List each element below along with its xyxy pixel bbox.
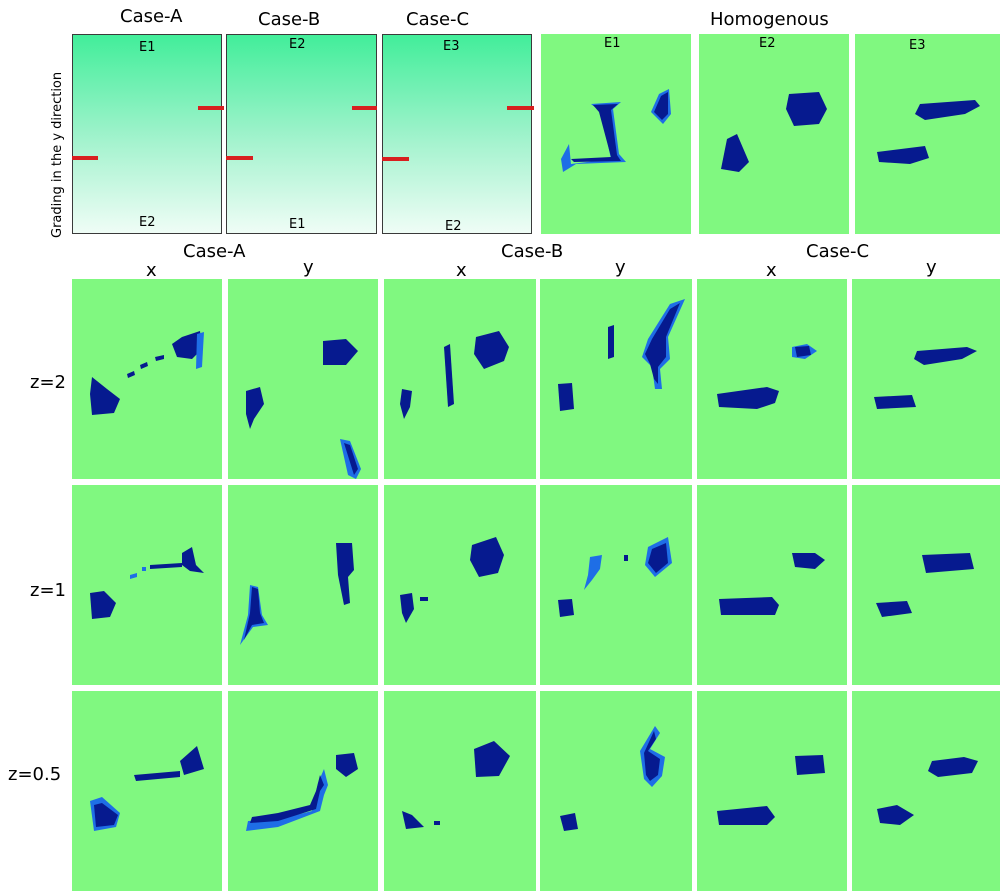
interface-line <box>198 106 224 110</box>
inclusion-shapes <box>90 331 204 415</box>
inclusion-shapes <box>877 757 978 825</box>
row-label-z2: z=2 <box>30 372 66 393</box>
case-b-header-top: Case-B <box>258 9 321 30</box>
column-label-x: x <box>456 260 467 281</box>
homogenous-panel-e2: E2 <box>699 34 849 234</box>
column-label-x: x <box>146 260 157 281</box>
interface-line <box>352 106 377 110</box>
inclusion-shapes <box>719 553 825 615</box>
y-axis-label: Grading in the y direction <box>50 71 65 238</box>
panel-case-c-x-z05 <box>697 691 847 891</box>
row-label-z05: z=0.5 <box>8 764 62 785</box>
panel-case-c-x-z2 <box>697 279 847 479</box>
panel-case-c-y-z2 <box>852 279 1000 479</box>
grading-bottom-label: E2 <box>139 215 156 230</box>
inclusion-shapes <box>402 741 510 829</box>
inclusion-shapes <box>561 89 671 172</box>
panel-case-a-x-z05 <box>72 691 222 891</box>
grading-top-label: E1 <box>139 40 156 55</box>
column-label-y: y <box>303 257 314 278</box>
inclusion-shapes <box>246 339 361 479</box>
column-label-y: y <box>615 257 626 278</box>
inclusion-shapes <box>877 100 980 164</box>
inclusion-shapes <box>246 753 358 831</box>
panel-case-c-x-z1 <box>697 485 847 685</box>
panel-case-b-x-z05 <box>384 691 536 891</box>
panel-case-c-y-z05 <box>852 691 1000 891</box>
interface-line <box>72 156 98 160</box>
homogenous-panel-e1: E1 <box>541 34 691 234</box>
inclusion-shapes <box>90 746 204 831</box>
interface-line <box>507 106 534 110</box>
inclusion-shapes <box>721 92 827 172</box>
grading-panel-case-b: E2 E1 <box>226 34 377 234</box>
case-a-header-top: Case-A <box>120 6 183 27</box>
grading-top-label: E2 <box>289 37 306 52</box>
inclusion-shapes <box>560 726 665 831</box>
inclusion-shapes <box>717 755 825 825</box>
grading-bottom-label: E2 <box>445 219 462 234</box>
interface-line <box>382 157 409 161</box>
row-label-z1: z=1 <box>30 580 66 601</box>
panel-case-a-y-z05 <box>228 691 378 891</box>
panel-case-a-x-z2 <box>72 279 222 479</box>
grading-panel-case-a: E1 E2 <box>72 34 222 234</box>
case-c-header-grid: Case-C <box>806 241 870 262</box>
inclusion-shapes <box>717 344 817 409</box>
homogenous-label: E1 <box>604 36 621 51</box>
grading-bottom-label: E1 <box>289 217 306 232</box>
homogenous-header: Homogenous <box>710 9 829 30</box>
homogenous-label: E3 <box>909 38 926 53</box>
panel-case-a-x-z1 <box>72 485 222 685</box>
homogenous-panel-e3: E3 <box>855 34 1000 234</box>
inclusion-shapes <box>90 547 204 619</box>
grading-panel-case-c: E3 E2 <box>382 34 532 234</box>
column-label-y: y <box>926 257 937 278</box>
panel-case-a-y-z2 <box>228 279 378 479</box>
interface-line <box>226 156 253 160</box>
panel-case-b-x-z1 <box>384 485 536 685</box>
inclusion-shapes <box>874 347 977 409</box>
inclusion-shapes <box>876 553 974 617</box>
inclusion-shapes <box>240 543 354 645</box>
inclusion-shapes <box>558 537 672 617</box>
inclusion-shapes <box>558 299 685 411</box>
panel-case-b-y-z05 <box>540 691 692 891</box>
homogenous-label: E2 <box>759 36 776 51</box>
panel-case-b-y-z1 <box>540 485 692 685</box>
case-a-header-grid: Case-A <box>183 241 246 262</box>
panel-case-c-y-z1 <box>852 485 1000 685</box>
panel-case-b-x-z2 <box>384 279 536 479</box>
inclusion-shapes <box>400 537 504 623</box>
panel-case-a-y-z1 <box>228 485 378 685</box>
column-label-x: x <box>766 260 777 281</box>
case-b-header-grid: Case-B <box>501 241 564 262</box>
case-c-header-top: Case-C <box>406 9 470 30</box>
inclusion-shapes <box>400 331 509 419</box>
grading-top-label: E3 <box>443 39 460 54</box>
panel-case-b-y-z2 <box>540 279 692 479</box>
